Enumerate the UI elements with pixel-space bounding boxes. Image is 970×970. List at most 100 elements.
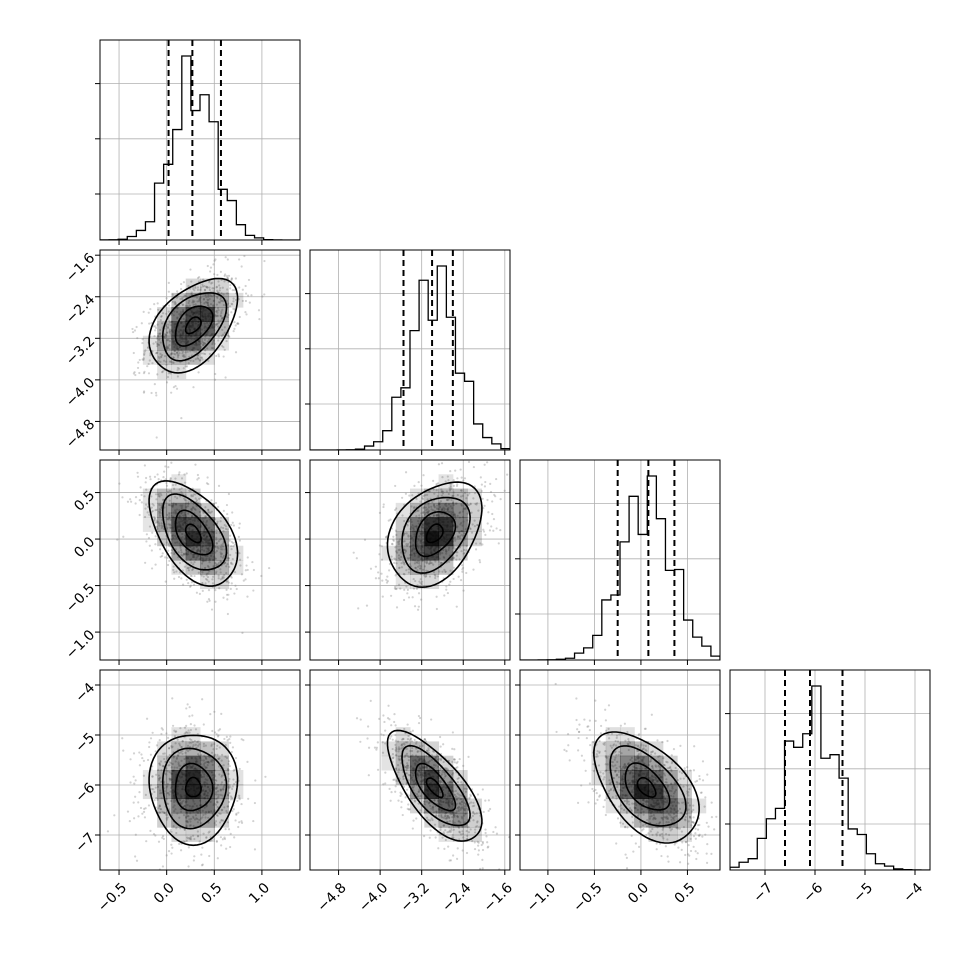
scatter-point [182, 353, 185, 357]
scatter-point [436, 514, 439, 517]
scatter-point [229, 832, 232, 835]
scatter-point [678, 827, 681, 830]
scatter-point [426, 761, 429, 764]
scatter-point [214, 562, 218, 565]
scatter-point [425, 573, 428, 576]
density-cell [200, 755, 215, 771]
scatter-point [185, 365, 189, 368]
scatter-point [441, 770, 444, 773]
scatter-point [443, 815, 447, 818]
scatter-point [215, 542, 218, 545]
scatter-point [455, 558, 458, 561]
scatter-point [479, 542, 482, 545]
scatter-point [155, 525, 159, 528]
scatter-point [170, 352, 173, 355]
scatter-point [223, 274, 226, 277]
scatter-point [158, 811, 162, 814]
scatter-point [394, 748, 397, 752]
scatter-point [456, 814, 459, 818]
scatter-point [200, 822, 203, 825]
scatter-point [163, 333, 167, 336]
scatter-point [395, 533, 398, 537]
scatter-point [170, 745, 173, 748]
scatter-point [233, 289, 236, 292]
scatter-point [473, 812, 476, 815]
scatter-point [205, 286, 208, 289]
scatter-point [451, 773, 454, 776]
scatter-point [157, 355, 160, 359]
scatter-point [234, 351, 238, 354]
scatter-point [157, 332, 160, 335]
scatter-point [457, 808, 460, 811]
scatter-point [158, 514, 162, 517]
scatter-point [147, 804, 151, 807]
density-cell [424, 517, 440, 532]
scatter-point [426, 498, 429, 501]
scatter-point [214, 600, 217, 603]
scatter-point [402, 560, 405, 563]
scatter-point [428, 490, 431, 494]
scatter-point [156, 323, 159, 326]
scatter-point [422, 506, 425, 510]
scatter-point [192, 744, 195, 747]
scatter-point [438, 757, 441, 761]
scatter-point [154, 521, 157, 524]
scatter-point [154, 326, 158, 330]
scatter-point [196, 740, 199, 743]
scatter-point [403, 755, 406, 759]
scatter-point [461, 566, 465, 570]
scatter-point [525, 439, 527, 441]
scatter-point [474, 828, 477, 831]
scatter-point [435, 514, 438, 517]
scatter-point [451, 731, 454, 734]
scatter-point [232, 778, 235, 781]
scatter-point [394, 724, 397, 727]
scatter-point [206, 298, 209, 301]
scatter-point [201, 589, 204, 592]
scatter-point [156, 798, 159, 802]
scatter-point [392, 778, 395, 781]
scatter-point [423, 565, 427, 568]
scatter-point [422, 568, 425, 571]
scatter-point [406, 767, 409, 770]
scatter-point [169, 476, 172, 480]
density-cell [157, 364, 172, 380]
scatter-point [220, 555, 223, 558]
scatter-point [217, 729, 220, 732]
scatter-point [170, 766, 173, 769]
scatter-point [226, 528, 229, 531]
scatter-point [423, 811, 426, 814]
scatter-point [203, 765, 206, 768]
scatter-point [659, 833, 662, 836]
scatter-point [226, 292, 229, 295]
scatter-point [204, 294, 207, 297]
scatter-point [230, 562, 233, 565]
scatter-point [170, 843, 173, 846]
scatter-point [160, 315, 163, 318]
scatter-point [446, 768, 450, 771]
scatter-point [144, 476, 148, 480]
scatter-point [384, 535, 388, 539]
scatter-point [143, 807, 146, 810]
scatter-point [177, 761, 180, 764]
scatter-point [206, 760, 209, 764]
scatter-point [458, 536, 462, 540]
scatter-point [157, 779, 161, 782]
scatter-point [226, 767, 229, 771]
scatter-point [222, 333, 225, 336]
scatter-point [166, 736, 170, 739]
scatter-point [180, 491, 183, 494]
scatter-point [400, 551, 403, 554]
scatter-point [175, 757, 178, 760]
scatter-point [210, 751, 214, 754]
scatter-point [405, 543, 408, 546]
scatter-point [188, 299, 191, 303]
scatter-point [393, 561, 396, 564]
scatter-point [172, 356, 175, 359]
contour-3-1-0 [386, 729, 483, 842]
scatter-point [444, 767, 448, 771]
scatter-point [170, 746, 173, 749]
scatter-point [694, 832, 697, 835]
scatter-point [153, 302, 156, 306]
scatter-point [397, 747, 400, 751]
